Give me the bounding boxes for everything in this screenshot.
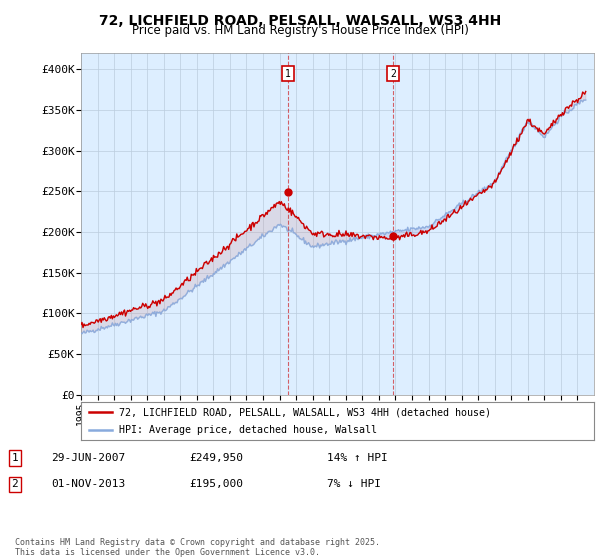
Text: £249,950: £249,950 bbox=[189, 453, 243, 463]
Text: 2: 2 bbox=[11, 479, 19, 489]
Text: 72, LICHFIELD ROAD, PELSALL, WALSALL, WS3 4HH: 72, LICHFIELD ROAD, PELSALL, WALSALL, WS… bbox=[99, 14, 501, 28]
Text: 14% ↑ HPI: 14% ↑ HPI bbox=[327, 453, 388, 463]
Text: 1: 1 bbox=[285, 68, 290, 78]
Text: 7% ↓ HPI: 7% ↓ HPI bbox=[327, 479, 381, 489]
Text: 29-JUN-2007: 29-JUN-2007 bbox=[51, 453, 125, 463]
Text: 72, LICHFIELD ROAD, PELSALL, WALSALL, WS3 4HH (detached house): 72, LICHFIELD ROAD, PELSALL, WALSALL, WS… bbox=[119, 407, 491, 417]
Text: 01-NOV-2013: 01-NOV-2013 bbox=[51, 479, 125, 489]
Text: 1: 1 bbox=[11, 453, 19, 463]
Text: 2: 2 bbox=[390, 68, 396, 78]
Text: Contains HM Land Registry data © Crown copyright and database right 2025.
This d: Contains HM Land Registry data © Crown c… bbox=[15, 538, 380, 557]
Text: £195,000: £195,000 bbox=[189, 479, 243, 489]
Text: HPI: Average price, detached house, Walsall: HPI: Average price, detached house, Wals… bbox=[119, 425, 377, 435]
Text: Price paid vs. HM Land Registry's House Price Index (HPI): Price paid vs. HM Land Registry's House … bbox=[131, 24, 469, 37]
